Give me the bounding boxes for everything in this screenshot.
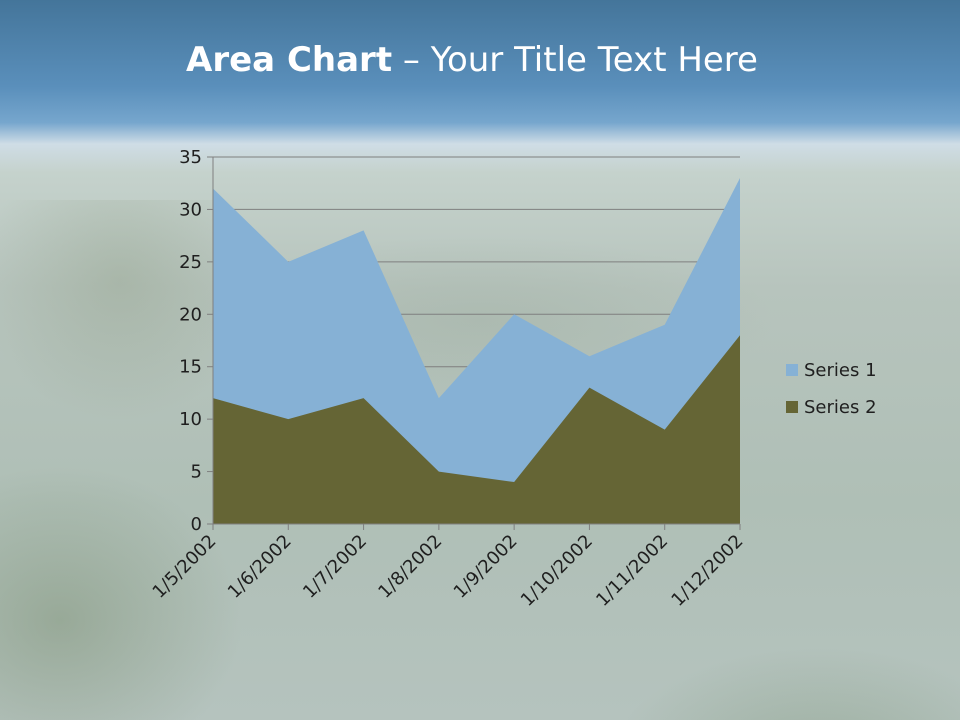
legend-swatch-series-1 (786, 364, 798, 376)
y-tick-label-35: 35 (179, 147, 202, 168)
area-series-2 (213, 335, 740, 524)
x-tick-label-3: 1/7/2002 (299, 531, 371, 603)
y-tick-label-5: 5 (191, 462, 202, 483)
chart-legend: Series 1 Series 2 (786, 358, 877, 432)
title-bold: Area Chart (186, 40, 393, 80)
legend-item-series-1: Series 1 (786, 358, 877, 382)
legend-swatch-series-2 (786, 401, 798, 413)
title-rest: – Your Title Text Here (392, 40, 758, 80)
x-tick-label-8: 1/12/2002 (667, 531, 747, 611)
x-tick-label-1: 1/5/2002 (149, 531, 221, 603)
y-tick-label-30: 30 (179, 199, 202, 220)
x-tick-label-4: 1/8/2002 (374, 531, 446, 603)
y-tick-label-15: 15 (179, 357, 202, 378)
y-tick-label-0: 0 (191, 514, 202, 535)
legend-item-series-2: Series 2 (786, 395, 877, 419)
y-tick-label-20: 20 (179, 304, 202, 325)
x-tick-label-5: 1/9/2002 (450, 531, 522, 603)
legend-label-series-1: Series 1 (804, 359, 877, 381)
x-tick-label-7: 1/11/2002 (592, 531, 672, 611)
x-tick-label-2: 1/6/2002 (224, 531, 296, 603)
y-tick-label-10: 10 (179, 409, 202, 430)
x-tick-label-6: 1/10/2002 (517, 531, 597, 611)
slide-title: Area Chart – Your Title Text Here (0, 40, 944, 80)
y-tick-label-25: 25 (179, 252, 202, 273)
legend-label-series-2: Series 2 (804, 396, 877, 418)
